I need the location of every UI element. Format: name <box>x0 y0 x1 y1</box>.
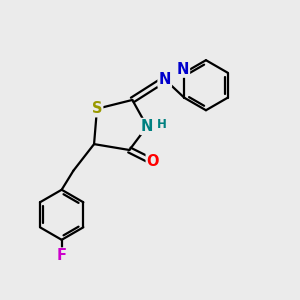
Text: F: F <box>57 248 67 263</box>
Text: O: O <box>147 154 159 169</box>
Text: N: N <box>177 62 189 77</box>
Text: N: N <box>158 72 171 87</box>
Text: N: N <box>141 119 153 134</box>
Text: H: H <box>157 118 166 131</box>
Text: S: S <box>92 101 102 116</box>
